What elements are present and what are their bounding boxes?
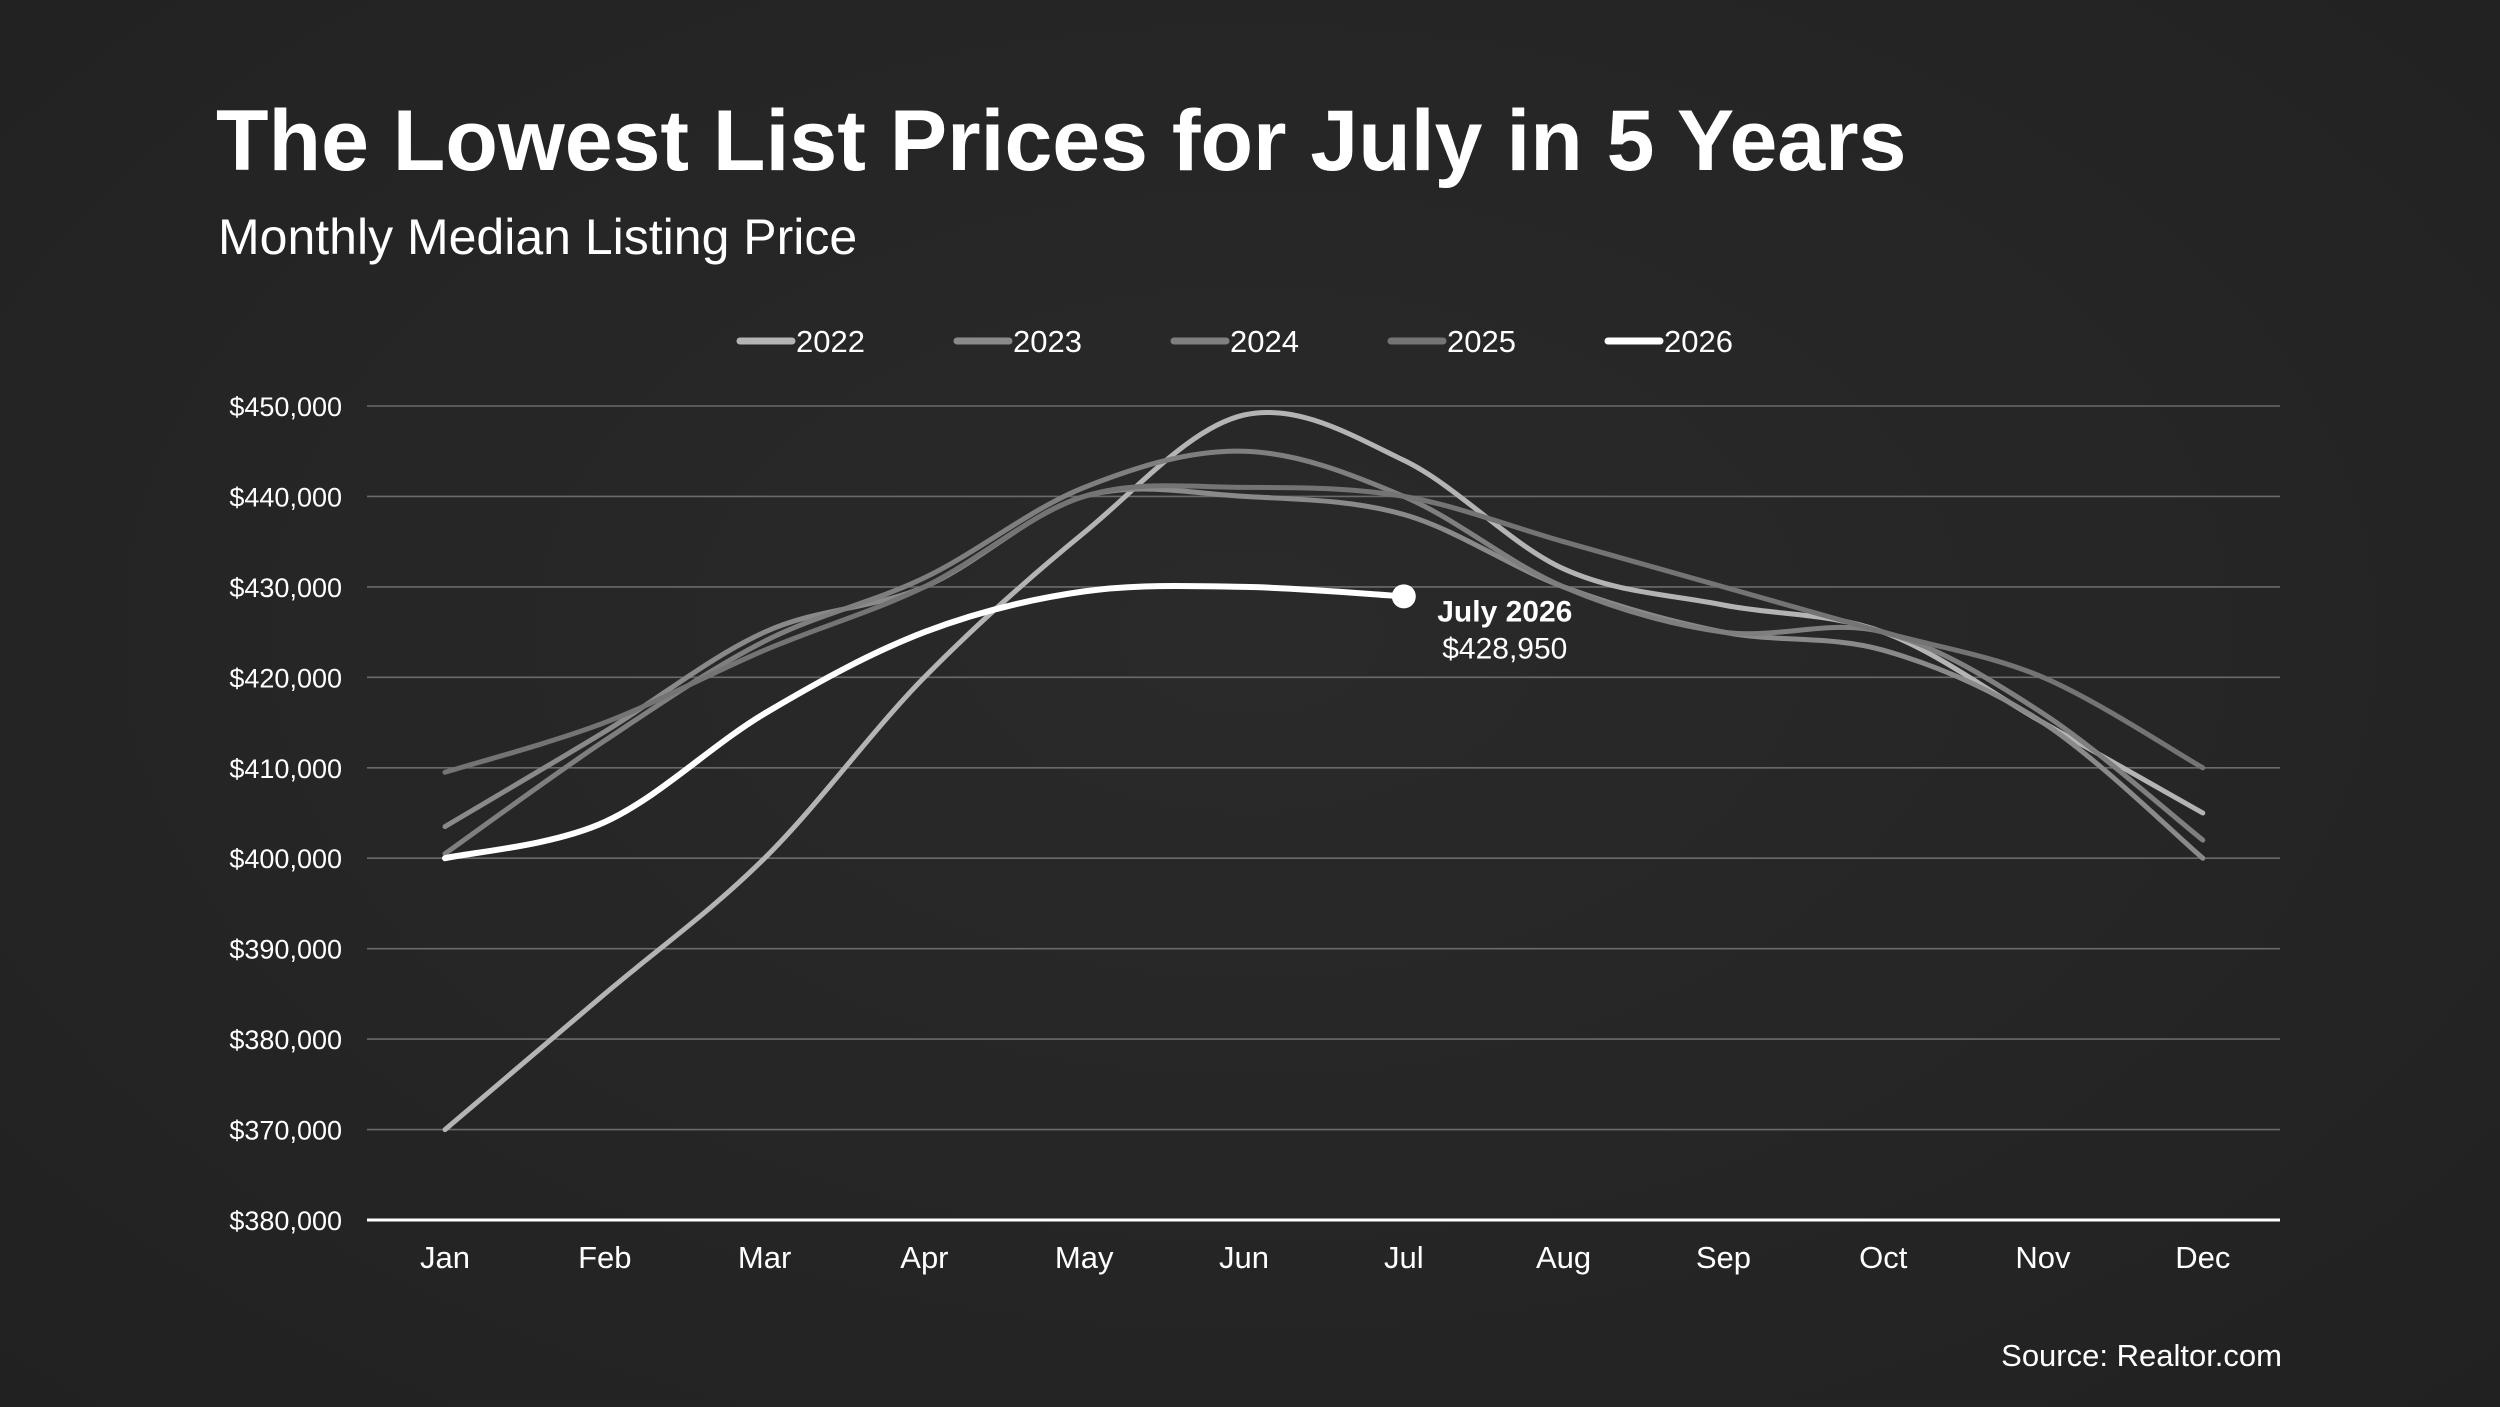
grid-lines (367, 405, 2280, 1222)
y-tick-label: $400,000 (229, 844, 342, 874)
legend-item: 2023 (953, 324, 1082, 359)
series-line-2022 (442, 409, 2206, 1133)
legend-label: 2025 (1447, 324, 1516, 359)
x-tick-label: Apr (900, 1240, 948, 1275)
legend-label: 2026 (1664, 324, 1733, 359)
legend-item: 2024 (1170, 324, 1299, 359)
legend-label: 2022 (796, 324, 865, 359)
x-tick-label: Feb (578, 1240, 631, 1275)
x-tick-label: Jun (1219, 1240, 1269, 1275)
legend-item: 2026 (1604, 324, 1733, 359)
chart-subtitle: Monthly Median Listing Price (218, 209, 858, 265)
y-tick-label: $440,000 (229, 482, 342, 512)
y-tick-label: $420,000 (229, 663, 342, 693)
x-tick-label: Aug (1536, 1240, 1591, 1275)
legend-item: 2025 (1387, 324, 1516, 359)
legend-item: 2022 (736, 324, 865, 359)
y-tick-label: $380,000 (229, 1206, 342, 1236)
legend-label: 2024 (1230, 324, 1299, 359)
annotation: July 2026 $428,950 (1391, 584, 1572, 665)
y-axis-tick-labels: $450,000 $440,000 $430,000 $420,000 $410,000… (229, 392, 342, 1236)
annotation-value: $428,950 (1442, 632, 1567, 665)
y-tick-label: $390,000 (229, 935, 342, 965)
annotation-label: July 2026 (1437, 595, 1572, 628)
y-tick-label: $430,000 (229, 573, 342, 603)
legend-label: 2023 (1013, 324, 1082, 359)
x-tick-label: Oct (1859, 1240, 1908, 1275)
y-tick-label: $380,000 (229, 1025, 342, 1055)
series-lines (442, 409, 2206, 1133)
source-note: Source: Realtor.com (2001, 1338, 2282, 1373)
x-tick-label: May (1055, 1240, 1114, 1275)
series-line-2024 (442, 448, 2206, 857)
y-tick-label: $450,000 (229, 392, 342, 422)
x-tick-label: Jul (1384, 1240, 1424, 1275)
x-axis-tick-labels: Jan Feb Mar Apr May Jun Jul Aug Sep Oct Nov Dec (420, 1240, 2230, 1275)
series-line-2025 (442, 483, 2206, 775)
x-tick-label: Nov (2015, 1240, 2071, 1275)
series-line-2023 (442, 486, 2206, 861)
x-tick-label: Mar (738, 1240, 791, 1275)
x-tick-label: Dec (2175, 1240, 2230, 1275)
x-tick-label: Jan (420, 1240, 470, 1275)
series-line-2026 (442, 582, 1407, 862)
annotation-marker (1391, 584, 1416, 609)
legend: 2022 2023 2024 2025 2026 (736, 324, 1733, 359)
y-tick-label: $370,000 (229, 1116, 342, 1146)
x-tick-label: Sep (1696, 1240, 1751, 1275)
chart-title: The Lowest List Prices for July in 5 Yea… (216, 93, 1907, 189)
y-tick-label: $410,000 (229, 754, 342, 784)
